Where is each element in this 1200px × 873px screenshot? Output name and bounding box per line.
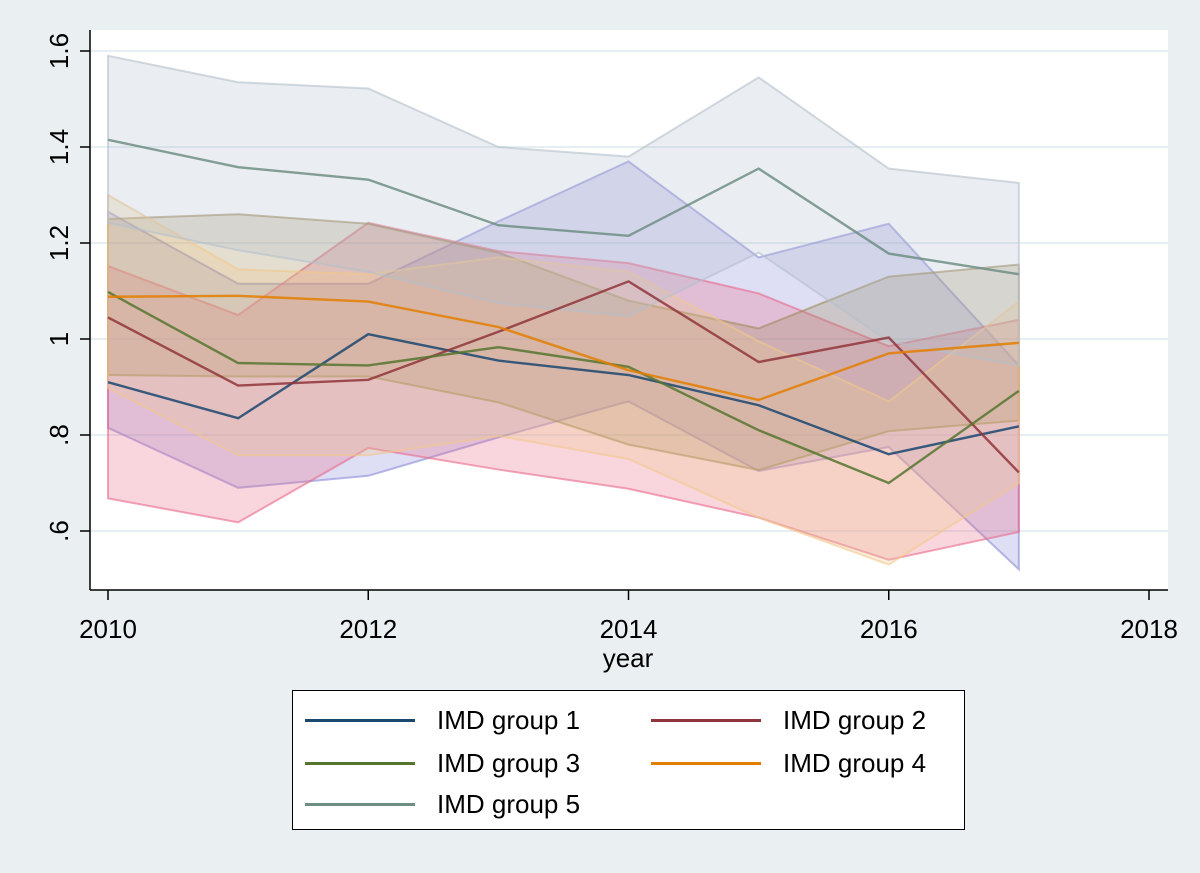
series-line-1 <box>107 332 1020 456</box>
axes: .6 .8 1 1.2 1.4 1.6 2010 2012 2014 2016 2018 <box>44 30 1178 644</box>
y-tick-label-1: .8 <box>44 424 74 446</box>
legend-item-3: IMD group 3 <box>305 748 580 778</box>
x-tick-label-0: 2010 <box>79 614 137 644</box>
legend-swatch-2 <box>651 718 761 722</box>
y-tick-label-2: 1 <box>44 332 74 346</box>
legend-item-1: IMD group 1 <box>305 705 580 735</box>
legend-swatch-3 <box>305 761 415 765</box>
confidence-bands <box>107 54 1020 572</box>
x-tick-label-2: 2014 <box>600 614 658 644</box>
legend-label-4: IMD group 4 <box>783 747 927 778</box>
series-line-2 <box>107 280 1020 474</box>
y-tick-label-3: 1.2 <box>44 225 74 261</box>
legend-swatch-4 <box>651 761 761 765</box>
grid-lines <box>90 50 1168 532</box>
y-tick-label-5: 1.6 <box>44 33 74 69</box>
series-line-4 <box>107 294 1019 402</box>
x-tick-label-1: 2012 <box>339 614 397 644</box>
y-tick-label-0: .6 <box>44 520 74 542</box>
legend: IMD group 1 IMD group 2 IMD group 3 IMD … <box>292 690 965 830</box>
legend-item-2: IMD group 2 <box>651 705 926 735</box>
legend-label-1: IMD group 1 <box>437 704 581 735</box>
y-tick-label-4: 1.4 <box>44 129 74 165</box>
legend-item-4: IMD group 4 <box>651 748 926 778</box>
legend-label-5: IMD group 5 <box>437 788 581 819</box>
legend-swatch-1 <box>305 718 415 722</box>
series-lines <box>107 138 1020 485</box>
ci-band-2 <box>107 221 1020 561</box>
series-line-3 <box>107 290 1020 485</box>
plot-area <box>90 30 1168 590</box>
legend-label-2: IMD group 2 <box>783 704 927 735</box>
legend-label-3: IMD group 3 <box>437 747 581 778</box>
x-axis-title: year <box>603 643 654 673</box>
legend-swatch-5 <box>305 802 415 806</box>
x-tick-label-3: 2016 <box>860 614 918 644</box>
legend-item-5: IMD group 5 <box>305 789 580 819</box>
ci-band-5 <box>107 54 1020 367</box>
series-line-5 <box>107 138 1020 276</box>
ci-band-4 <box>107 193 1020 566</box>
x-tick-label-4: 2018 <box>1120 614 1178 644</box>
